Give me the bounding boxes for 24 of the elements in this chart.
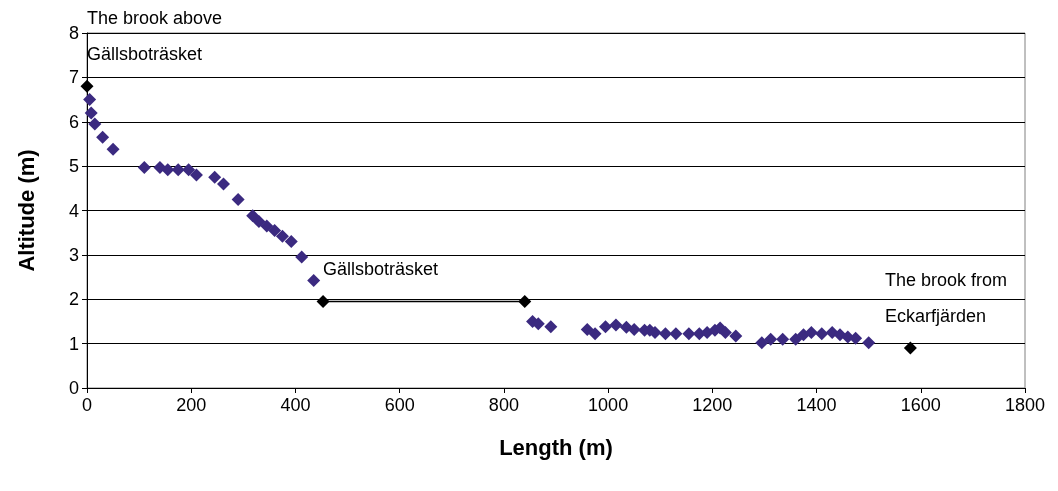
x-tick-label: 600: [384, 395, 415, 415]
x-tick-label: 200: [176, 395, 207, 415]
y-tick-label: 6: [68, 111, 79, 132]
y-tick-label: 5: [68, 156, 79, 177]
y-axis-title: Altitude (m): [13, 149, 39, 272]
y-tick-label: 4: [68, 200, 79, 221]
y-tick-label: 0: [68, 378, 79, 398]
x-tick-label: 1600: [900, 395, 941, 415]
y-tick-label: 1: [68, 333, 79, 354]
y-tick-label: 8: [68, 23, 79, 43]
y-tick-label: 3: [68, 244, 79, 265]
y-tick-label: 7: [68, 67, 79, 88]
x-tick-label: 0: [81, 395, 93, 415]
x-tick-label: 800: [488, 395, 519, 415]
annotation: Gällsboträsket: [323, 259, 439, 280]
y-tick-label: 2: [68, 289, 79, 310]
annotation: The brook above Gällsboträsket: [87, 8, 223, 65]
x-tick-label: 400: [280, 395, 311, 415]
x-axis-title: Length (m): [499, 434, 613, 460]
x-tick-label: 1200: [692, 395, 733, 415]
annotation: The brook from Eckarfjärden: [885, 270, 1008, 327]
x-tick-label: 1000: [588, 395, 629, 415]
x-tick-label: 1800: [1004, 395, 1046, 415]
x-tick-label: 1400: [796, 395, 837, 415]
